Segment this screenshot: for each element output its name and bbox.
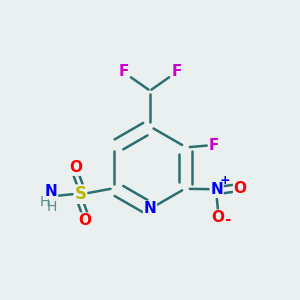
Text: F: F <box>171 64 182 80</box>
Text: O: O <box>212 210 225 225</box>
Text: O: O <box>78 213 92 228</box>
Text: F: F <box>208 138 219 153</box>
Text: H: H <box>47 200 57 214</box>
Text: N: N <box>45 184 57 199</box>
Text: O: O <box>234 181 247 196</box>
Text: N: N <box>144 201 156 216</box>
Text: F: F <box>118 64 129 80</box>
Text: +: + <box>220 174 230 188</box>
Text: -: - <box>224 212 231 227</box>
Text: H: H <box>39 195 50 209</box>
Text: N: N <box>210 182 223 197</box>
Text: O: O <box>70 160 83 175</box>
Text: S: S <box>74 185 86 203</box>
